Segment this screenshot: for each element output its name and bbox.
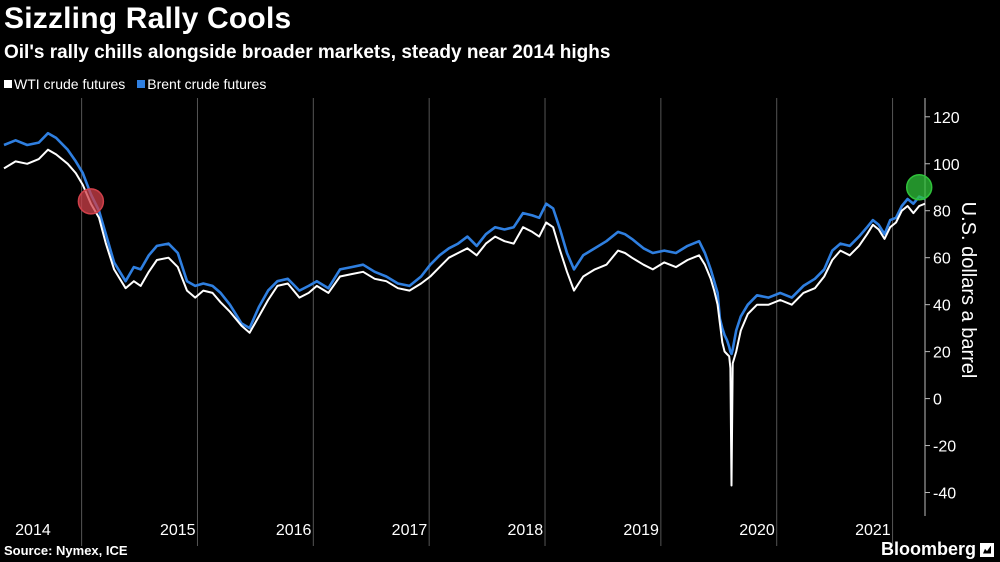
y-tick-label: -40	[933, 486, 956, 503]
x-tick-label: 2020	[739, 522, 775, 539]
series-line-wti	[3, 148, 926, 487]
end-highlight-marker	[905, 173, 933, 201]
x-tick-label: 2016	[276, 522, 312, 539]
legend-label-brent: Brent crude futures	[147, 76, 267, 92]
x-tick-label: 2017	[392, 522, 428, 539]
y-tick-label: 100	[933, 157, 960, 174]
source-note: Source: Nymex, ICE	[4, 543, 128, 558]
x-tick-label: 2014	[15, 522, 51, 539]
y-tick-label: 40	[933, 298, 951, 315]
legend-swatch-brent	[137, 80, 146, 88]
x-tick-label: 2019	[623, 522, 659, 539]
x-tick-label: 2021	[855, 522, 891, 539]
legend-item-wti: WTI crude futures	[4, 76, 125, 92]
start-highlight-marker	[77, 188, 105, 215]
y-tick-label: -20	[933, 439, 956, 456]
y-tick-label: 0	[933, 392, 942, 409]
legend-item-brent: Brent crude futures	[137, 76, 266, 92]
legend-label-wti: WTI crude futures	[14, 76, 126, 92]
chart-legend: WTI crude futures Brent crude futures	[4, 76, 266, 92]
series-line-brent	[3, 131, 926, 356]
legend-swatch-wti	[4, 80, 12, 88]
y-tick-label: 20	[933, 345, 951, 362]
chart-title: Sizzling Rally Cools	[4, 2, 292, 35]
bloomberg-logo: Bloomberg	[881, 539, 994, 560]
x-tick-label: 2015	[160, 522, 196, 539]
y-axis-label: U.S. dollars a barrel	[957, 202, 979, 379]
y-tick-label: 120	[933, 110, 960, 127]
y-tick-label: 60	[933, 251, 951, 268]
brand-name: Bloomberg	[880, 539, 976, 559]
chart-subtitle: Oil's rally chills alongside broader mar…	[4, 42, 611, 63]
y-tick-label: 80	[933, 204, 951, 221]
x-tick-label: 2018	[508, 522, 544, 539]
bloomberg-chart-icon	[980, 542, 994, 557]
